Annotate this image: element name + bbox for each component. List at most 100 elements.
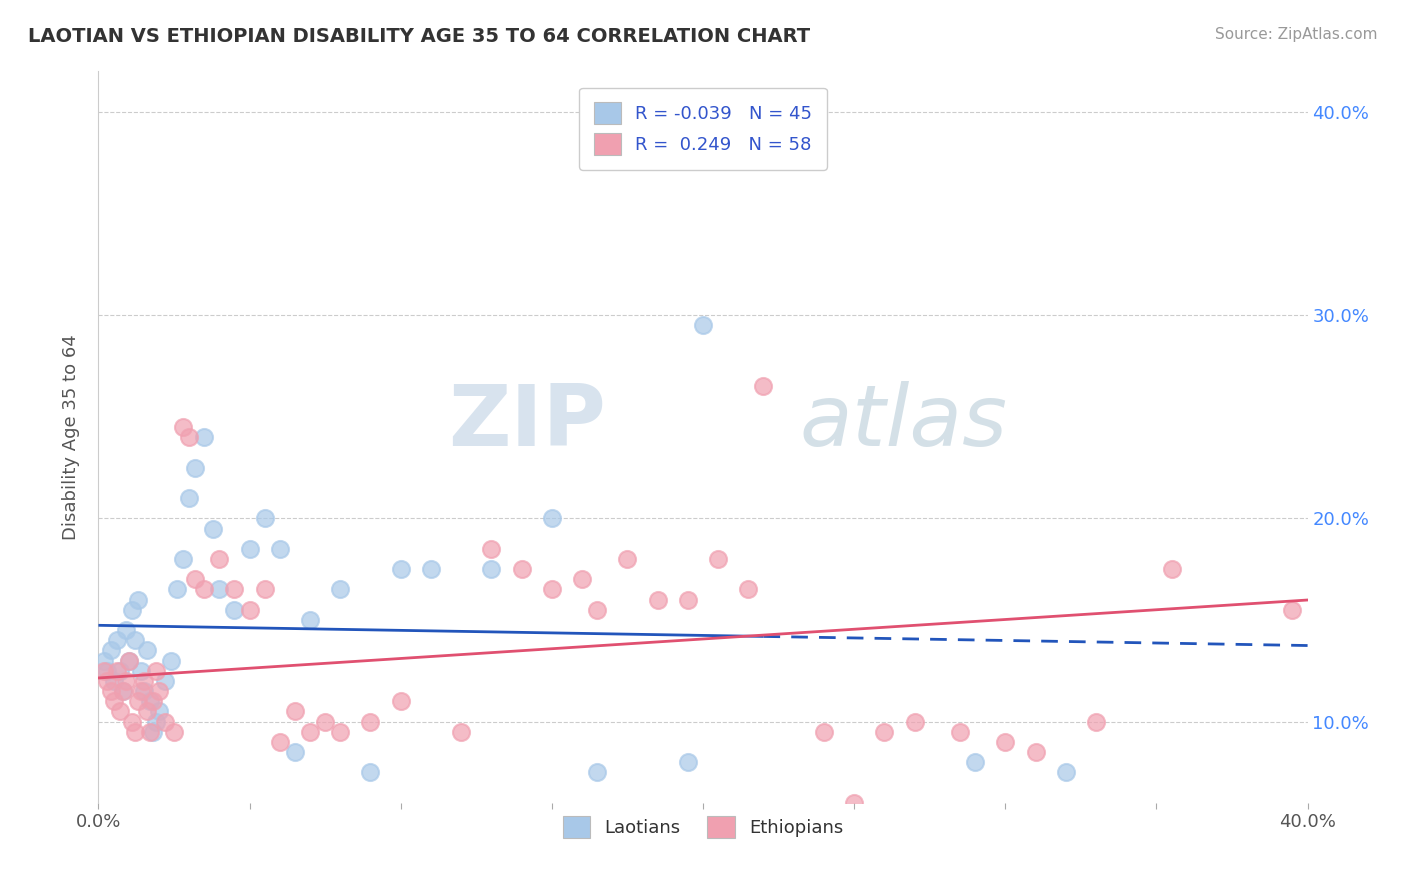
Point bbox=[108, 664, 131, 678]
Point bbox=[202, 521, 225, 535]
Point bbox=[420, 562, 443, 576]
Point bbox=[284, 745, 307, 759]
Point bbox=[616, 552, 638, 566]
Point bbox=[284, 705, 307, 719]
Point bbox=[1054, 765, 1077, 780]
Point bbox=[129, 684, 152, 698]
Point bbox=[299, 724, 322, 739]
Point bbox=[360, 765, 382, 780]
Point bbox=[172, 420, 194, 434]
Point bbox=[329, 724, 352, 739]
Point bbox=[172, 552, 194, 566]
Point bbox=[166, 582, 188, 597]
Point bbox=[752, 379, 775, 393]
Point bbox=[145, 714, 167, 729]
Point bbox=[100, 643, 122, 657]
Text: atlas: atlas bbox=[800, 381, 1008, 464]
Point bbox=[124, 724, 146, 739]
Point bbox=[127, 592, 149, 607]
Point bbox=[124, 633, 146, 648]
Point bbox=[208, 582, 231, 597]
Point bbox=[160, 654, 183, 668]
Point bbox=[184, 460, 207, 475]
Text: LAOTIAN VS ETHIOPIAN DISABILITY AGE 35 TO 64 CORRELATION CHART: LAOTIAN VS ETHIOPIAN DISABILITY AGE 35 T… bbox=[28, 27, 810, 45]
Point bbox=[813, 724, 835, 739]
Point bbox=[135, 705, 157, 719]
Point bbox=[179, 430, 201, 444]
Point bbox=[224, 603, 246, 617]
Point bbox=[108, 705, 131, 719]
Point bbox=[148, 705, 170, 719]
Point bbox=[135, 643, 157, 657]
Point bbox=[571, 572, 593, 586]
Point bbox=[96, 664, 118, 678]
Point bbox=[100, 684, 122, 698]
Point bbox=[844, 796, 866, 810]
Point bbox=[253, 511, 276, 525]
Point bbox=[949, 724, 972, 739]
Point bbox=[121, 603, 143, 617]
Point bbox=[127, 694, 149, 708]
Point bbox=[184, 572, 207, 586]
Point bbox=[208, 552, 231, 566]
Point bbox=[118, 654, 141, 668]
Point bbox=[510, 562, 533, 576]
Point bbox=[114, 673, 136, 688]
Point bbox=[103, 694, 125, 708]
Point bbox=[873, 724, 896, 739]
Point bbox=[239, 541, 262, 556]
Point bbox=[153, 714, 176, 729]
Point bbox=[329, 582, 352, 597]
Point bbox=[994, 735, 1017, 749]
Text: ZIP: ZIP bbox=[449, 381, 606, 464]
Point bbox=[707, 552, 730, 566]
Point bbox=[111, 684, 134, 698]
Point bbox=[299, 613, 322, 627]
Point bbox=[145, 664, 167, 678]
Point bbox=[1281, 603, 1303, 617]
Point bbox=[193, 582, 215, 597]
Point bbox=[139, 724, 162, 739]
Point bbox=[163, 724, 186, 739]
Point bbox=[481, 562, 503, 576]
Point bbox=[540, 582, 562, 597]
Point bbox=[676, 592, 699, 607]
Point bbox=[96, 673, 118, 688]
Point bbox=[121, 714, 143, 729]
Point bbox=[93, 664, 115, 678]
Point bbox=[142, 694, 165, 708]
Point bbox=[142, 724, 165, 739]
Point bbox=[269, 541, 291, 556]
Point bbox=[737, 582, 759, 597]
Point bbox=[111, 684, 134, 698]
Point bbox=[224, 582, 246, 597]
Y-axis label: Disability Age 35 to 64: Disability Age 35 to 64 bbox=[62, 334, 80, 540]
Point bbox=[132, 684, 155, 698]
Point bbox=[1160, 562, 1182, 576]
Point bbox=[586, 603, 609, 617]
Point bbox=[129, 664, 152, 678]
Point bbox=[904, 714, 927, 729]
Point bbox=[153, 673, 176, 688]
Point bbox=[239, 603, 262, 617]
Point bbox=[389, 694, 412, 708]
Point bbox=[676, 755, 699, 769]
Point bbox=[965, 755, 987, 769]
Point bbox=[389, 562, 412, 576]
Point bbox=[132, 673, 155, 688]
Point bbox=[1085, 714, 1108, 729]
Point bbox=[450, 724, 472, 739]
Point bbox=[114, 623, 136, 637]
Point bbox=[481, 541, 503, 556]
Point bbox=[360, 714, 382, 729]
Point bbox=[193, 430, 215, 444]
Point bbox=[586, 765, 609, 780]
Point bbox=[314, 714, 336, 729]
Point bbox=[93, 654, 115, 668]
Point bbox=[179, 491, 201, 505]
Point bbox=[647, 592, 669, 607]
Point bbox=[1024, 745, 1046, 759]
Point bbox=[105, 664, 128, 678]
Point bbox=[105, 633, 128, 648]
Point bbox=[139, 694, 162, 708]
